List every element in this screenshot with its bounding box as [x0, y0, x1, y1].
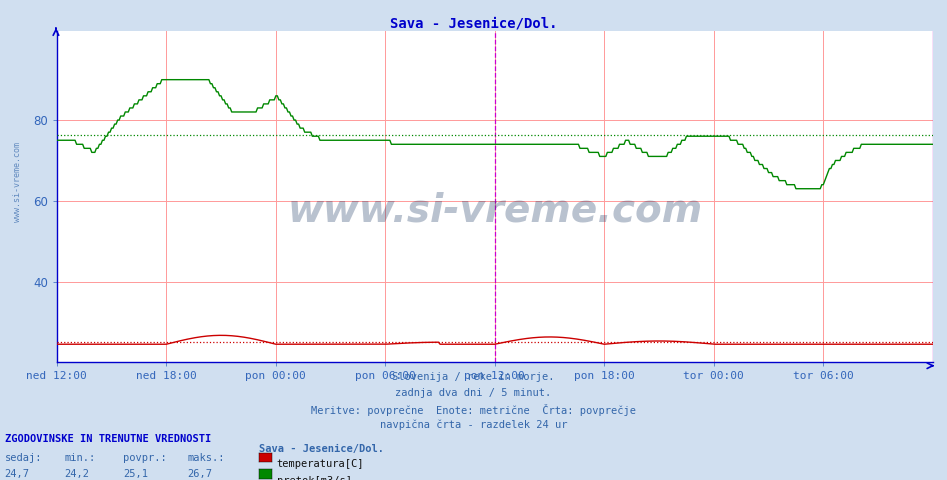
Text: min.:: min.:	[64, 453, 96, 463]
Text: Slovenija / reke in morje.: Slovenija / reke in morje.	[392, 372, 555, 382]
Text: sedaj:: sedaj:	[5, 453, 43, 463]
Text: Sava - Jesenice/Dol.: Sava - Jesenice/Dol.	[259, 444, 384, 454]
Text: 26,7: 26,7	[188, 469, 212, 479]
Text: 25,1: 25,1	[123, 469, 148, 479]
Text: www.si-vreme.com: www.si-vreme.com	[12, 143, 22, 222]
Text: pretok[m3/s]: pretok[m3/s]	[277, 476, 351, 480]
Text: temperatura[C]: temperatura[C]	[277, 459, 364, 469]
Text: Sava - Jesenice/Dol.: Sava - Jesenice/Dol.	[390, 17, 557, 31]
Text: ZGODOVINSKE IN TRENUTNE VREDNOSTI: ZGODOVINSKE IN TRENUTNE VREDNOSTI	[5, 434, 211, 444]
Text: Meritve: povprečne  Enote: metrične  Črta: povprečje: Meritve: povprečne Enote: metrične Črta:…	[311, 404, 636, 416]
Text: zadnja dva dni / 5 minut.: zadnja dva dni / 5 minut.	[396, 388, 551, 398]
Text: povpr.:: povpr.:	[123, 453, 167, 463]
Text: 24,2: 24,2	[64, 469, 89, 479]
Text: www.si-vreme.com: www.si-vreme.com	[287, 191, 703, 229]
Text: 24,7: 24,7	[5, 469, 29, 479]
Text: navpična črta - razdelek 24 ur: navpična črta - razdelek 24 ur	[380, 420, 567, 430]
Text: maks.:: maks.:	[188, 453, 225, 463]
